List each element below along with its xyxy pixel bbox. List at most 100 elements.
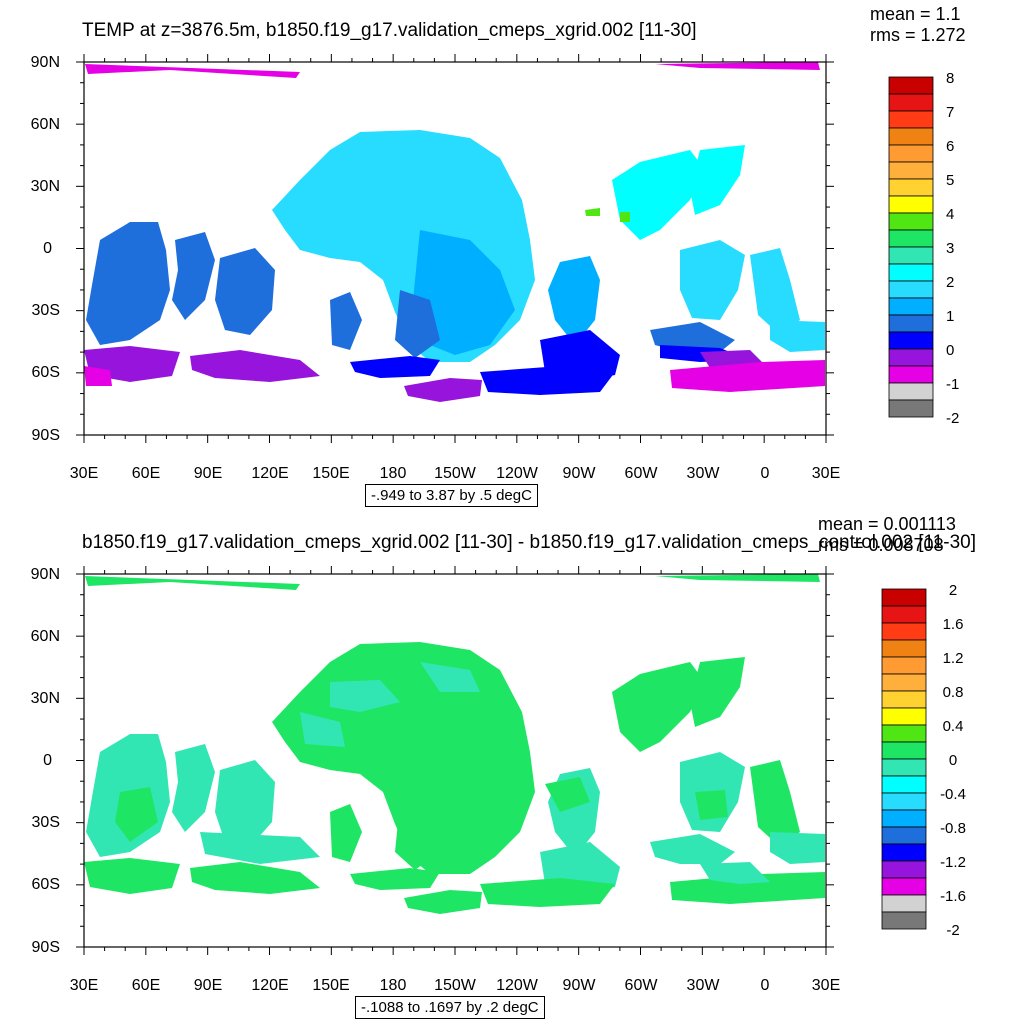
colorbar-label: 6 — [946, 138, 954, 155]
colorbar-label: -1 — [946, 376, 959, 393]
y-tick-label: 60S — [32, 364, 60, 381]
colorbar-swatch — [881, 809, 927, 828]
x-tick-label: 30W — [687, 465, 721, 482]
colorbar-swatch — [881, 673, 927, 692]
map-blob — [585, 208, 600, 216]
map-blob — [190, 862, 320, 894]
x-tick-label: 30W — [687, 977, 721, 994]
map-blob — [215, 760, 275, 847]
y-tick-label: 30S — [32, 302, 60, 319]
map-blob — [750, 760, 800, 847]
colorbar-swatch — [881, 707, 927, 726]
colorbar-swatch — [881, 622, 927, 641]
map-blob — [395, 290, 440, 358]
map-blob — [350, 356, 440, 378]
colorbar-swatch — [888, 161, 934, 180]
x-tick-label: 150W — [434, 977, 477, 994]
colorbar-swatch — [881, 792, 927, 811]
map-blob — [172, 232, 215, 320]
colorbar-label: 1 — [946, 308, 954, 325]
map-blob — [404, 378, 482, 402]
colorbar-swatch — [888, 212, 934, 231]
x-tick-labels: 30E 60E 90E 120E 150E 180 150W 120W 90W … — [70, 977, 840, 994]
colorbar-swatch — [881, 690, 927, 709]
map-blob — [420, 662, 480, 692]
map-blob — [548, 256, 600, 345]
y-tick-label: 90N — [31, 54, 60, 71]
map-blob — [412, 230, 515, 355]
colorbar — [888, 76, 934, 418]
map-blob — [680, 240, 745, 320]
contour-info: -.949 to 3.87 by .5 degC — [365, 484, 538, 507]
x-tick-label: 30E — [812, 465, 840, 482]
x-tick-label: 150E — [312, 465, 349, 482]
axis-ticks — [76, 566, 834, 955]
colorbar-swatch — [888, 348, 934, 367]
map-blob — [770, 832, 825, 864]
map-blob — [404, 890, 482, 914]
map-blob — [655, 62, 820, 70]
map-blob — [545, 777, 590, 812]
y-tick-label: 60N — [31, 116, 60, 133]
colorbar-swatch — [881, 775, 927, 794]
stat-mean: mean = 0.001113 — [818, 514, 956, 534]
x-tick-label: 30E — [70, 977, 98, 994]
map-blob — [750, 248, 800, 335]
y-tick-label: 90N — [31, 566, 60, 583]
x-tick-labels: 30E 60E 90E 120E 150E 180 150W 120W 90W … — [70, 465, 840, 482]
y-tick-labels: 90N 60N 30N 0 30S 60S 90S — [31, 566, 60, 956]
colorbar-swatch — [881, 656, 927, 675]
x-tick-label: 120W — [496, 465, 539, 482]
map-svg: 90N 60N 30N 0 30S 60S 90S 30E 60E 90E 12… — [31, 54, 959, 482]
colorbar-swatch — [881, 843, 927, 862]
colorbar-swatch — [888, 399, 934, 418]
map-blob — [480, 366, 615, 395]
contour-info: -.1088 to .1697 by .2 degC — [355, 996, 545, 1019]
map-blob — [215, 248, 275, 335]
colorbar-label: 0 — [946, 342, 954, 359]
colorbar-swatch — [881, 724, 927, 743]
map-blob — [86, 222, 170, 345]
map-blob — [115, 787, 158, 842]
x-tick-label: 30E — [70, 465, 98, 482]
map-blob — [612, 150, 705, 240]
x-tick-label: 90W — [563, 465, 597, 482]
x-tick-label: 90E — [194, 465, 222, 482]
colorbar-label: 1.6 — [943, 616, 964, 633]
map-blob — [330, 292, 362, 350]
x-tick-label: 120W — [496, 977, 539, 994]
colorbar-swatch — [888, 382, 934, 401]
map-blob — [480, 878, 615, 907]
x-tick-label: 180 — [380, 977, 407, 994]
diff-map-panel: b1850.f19_g17.validation_cmeps_xgrid.002… — [0, 512, 1024, 1024]
colorbar-swatch — [881, 860, 927, 879]
colorbar-swatch — [881, 605, 927, 624]
x-tick-label: 60E — [132, 465, 160, 482]
colorbar-label: 2 — [946, 274, 954, 291]
chart-title: b1850.f19_g17.validation_cmeps_xgrid.002… — [82, 532, 976, 553]
x-tick-label: 120E — [251, 977, 288, 994]
colorbar-label: -2 — [946, 922, 959, 939]
map-blob — [670, 872, 825, 904]
colorbar-label: -1.6 — [940, 888, 966, 905]
map-blob — [172, 744, 215, 832]
map-blob — [330, 680, 400, 712]
colorbar-swatch — [888, 93, 934, 112]
map-field — [84, 574, 825, 914]
colorbar-label: 0.8 — [943, 684, 964, 701]
map-svg: 90N 60N 30N 0 30S 60S 90S 30E 60E 90E 12… — [31, 566, 966, 994]
colorbar-labels: 8 7 6 5 4 3 2 1 0 -1 -2 — [946, 70, 959, 427]
map-blob — [395, 802, 440, 870]
map-blob — [84, 858, 180, 894]
colorbar-label: 0.4 — [943, 718, 964, 735]
colorbar-swatch — [881, 588, 927, 607]
colorbar-swatch — [881, 758, 927, 777]
map-blob — [690, 145, 745, 215]
map-blob — [84, 366, 112, 386]
colorbar-label: 3 — [946, 240, 954, 257]
map-blob — [650, 834, 735, 864]
map-field — [84, 62, 825, 402]
colorbar-swatch — [881, 911, 927, 930]
colorbar-label: 5 — [946, 172, 954, 189]
colorbar-swatch — [888, 331, 934, 350]
